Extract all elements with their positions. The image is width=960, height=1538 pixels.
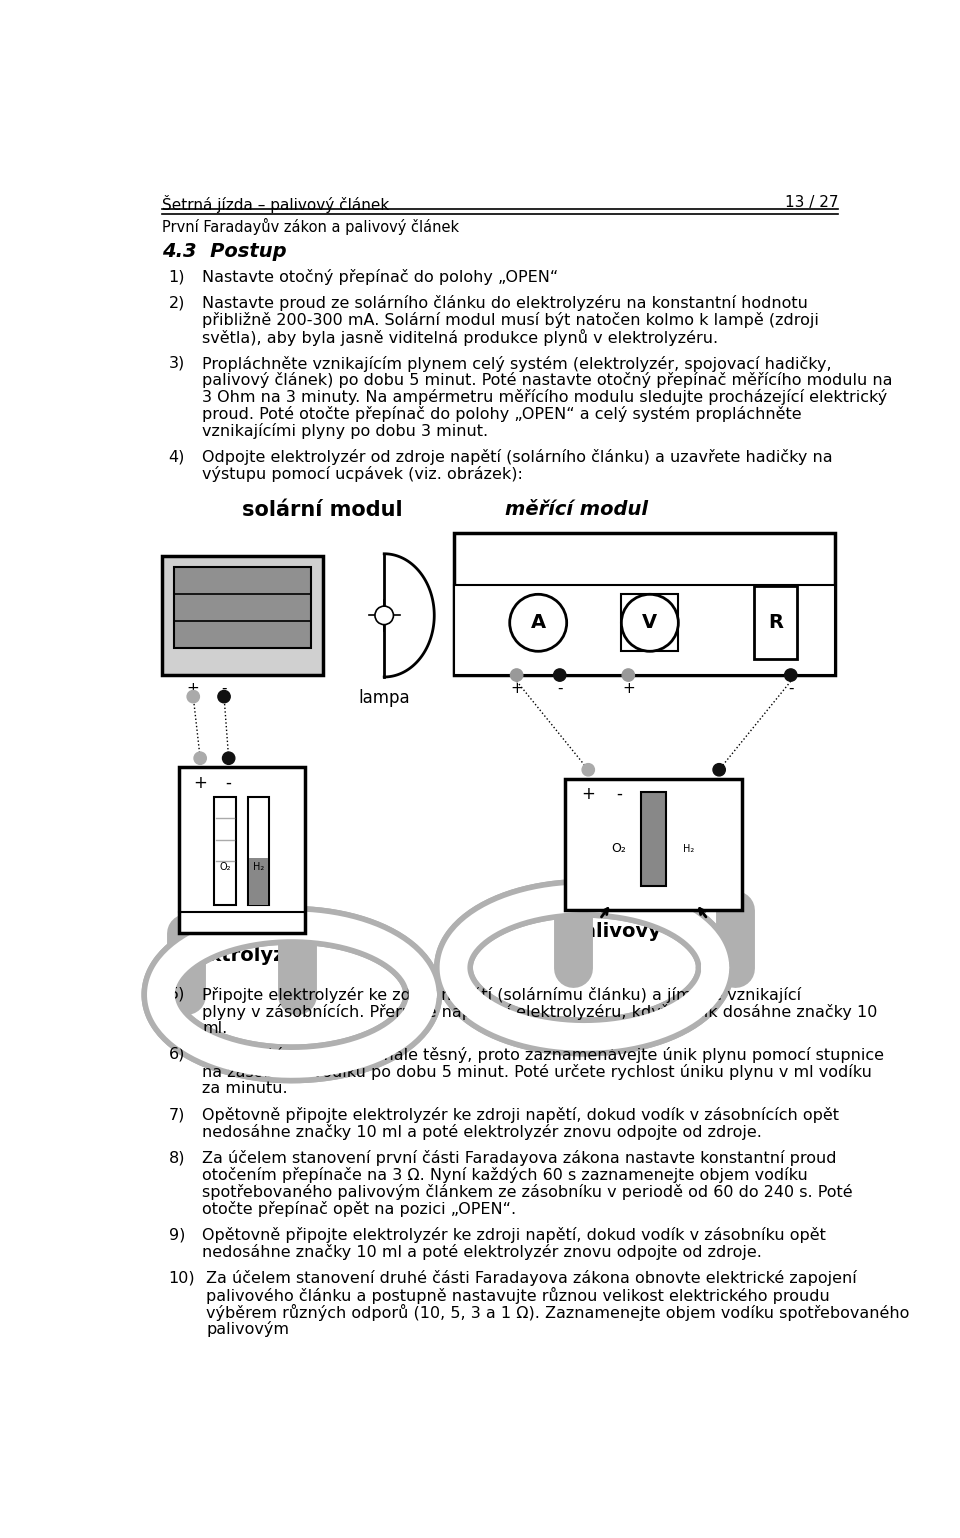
Text: otočte přepínač opět na pozici „OPEN“.: otočte přepínač opět na pozici „OPEN“. [203,1201,516,1217]
Text: O₂: O₂ [612,843,627,855]
Circle shape [713,763,726,775]
Text: H₂: H₂ [683,844,694,854]
Text: světla), aby byla jasně viditelná produkce plynů v elektrolyzéru.: světla), aby byla jasně viditelná produk… [203,329,719,346]
Text: nedosáhne značky 10 ml a poté elektrolyzér znovu odpojte od zdroje.: nedosáhne značky 10 ml a poté elektrolyz… [203,1244,762,1260]
Circle shape [554,669,565,681]
Circle shape [582,763,594,775]
Circle shape [622,669,635,681]
Text: spotřebovaného palivovým článkem ze zásobníku v periodě od 60 do 240 s. Poté: spotřebovaného palivovým článkem ze záso… [203,1184,853,1200]
FancyBboxPatch shape [641,792,666,886]
Circle shape [187,691,200,703]
Text: palivovým: palivovým [206,1321,289,1337]
Text: První Faradayův zákon a palivový článek: První Faradayův zákon a palivový článek [162,218,460,235]
Text: R: R [768,614,782,632]
Text: A: A [531,614,546,632]
FancyBboxPatch shape [214,797,235,904]
Text: přibližně 200-300 mA. Solární modul musí být natočen kolmo k lampě (zdroji: přibližně 200-300 mA. Solární modul musí… [203,312,819,329]
Text: -: - [226,774,231,792]
Text: Opětovně připojte elektrolyzér ke zdroji napětí, dokud vodík v zásobnících opět: Opětovně připojte elektrolyzér ke zdroji… [203,1107,839,1123]
Text: 5): 5) [169,987,185,1001]
Text: palivový článek: palivový článek [568,921,739,941]
Text: solární modul: solární modul [242,500,402,520]
Text: na zásobníku vodíku po dobu 5 minut. Poté určete rychlost úniku plynu v ml vodík: na zásobníku vodíku po dobu 5 minut. Pot… [203,1064,873,1080]
Text: +: + [511,681,523,697]
Text: H₂: H₂ [253,861,264,872]
Text: -: - [788,681,794,697]
Text: proud. Poté otočte přepínač do polohy „OPEN“ a celý systém propláchněte: proud. Poté otočte přepínač do polohy „O… [203,406,803,423]
Text: Odpojte elektrolyzér od zdroje napětí (solárního článku) a uzavřete hadičky na: Odpojte elektrolyzér od zdroje napětí (s… [203,449,833,466]
Text: +: + [187,681,200,697]
Text: +: + [582,786,595,803]
Circle shape [784,669,797,681]
Text: -: - [557,681,563,697]
FancyBboxPatch shape [174,568,311,647]
Text: 3 Ohm na 3 minuty. Na ampérmetru měřícího modulu sledujte procházející elektrick: 3 Ohm na 3 minuty. Na ampérmetru měřícíh… [203,389,888,406]
Text: palivového článku a postupně nastavujte různou velikost elektrického proudu: palivového článku a postupně nastavujte … [206,1287,830,1304]
Text: otočením přepínače na 3 Ω. Nyní každých 60 s zaznamenejte objem vodíku: otočením přepínače na 3 Ω. Nyní každých … [203,1167,808,1183]
Text: ml.: ml. [203,1021,228,1035]
Text: 8): 8) [169,1150,185,1166]
FancyBboxPatch shape [565,780,742,910]
Text: Za účelem stanovení druhé části Faradayova zákona obnovte elektrické zapojení: Za účelem stanovení druhé části Faradayo… [206,1270,857,1286]
Text: nedosáhne značky 10 ml a poté elektrolyzér znovu odpojte od zdroje.: nedosáhne značky 10 ml a poté elektrolyz… [203,1124,762,1140]
Text: za minutu.: za minutu. [203,1081,288,1097]
Text: měřící modul: měřící modul [505,500,648,520]
Text: výběrem různých odporů (10, 5, 3 a 1 Ω). Zaznamenejte objem vodíku spotřebovanéh: výběrem různých odporů (10, 5, 3 a 1 Ω).… [206,1304,910,1321]
Text: 6): 6) [169,1047,185,1061]
Text: výstupu pomocí ucpávek (viz. obrázek):: výstupu pomocí ucpávek (viz. obrázek): [203,466,523,483]
Circle shape [511,669,523,681]
Text: 3): 3) [169,355,185,371]
Text: Nastavte otočný přepínač do polohy „OPEN“: Nastavte otočný přepínač do polohy „OPEN… [203,269,559,285]
Text: 4.3  Postup: 4.3 Postup [162,243,287,261]
FancyBboxPatch shape [248,797,270,904]
Text: Propláchněte vznikajícím plynem celý systém (elektrolyzér, spojovací hadičky,: Propláchněte vznikajícím plynem celý sys… [203,355,832,372]
FancyBboxPatch shape [250,858,268,904]
FancyBboxPatch shape [453,532,834,675]
Text: -: - [222,681,227,697]
Circle shape [194,752,206,764]
Text: 1): 1) [169,269,185,285]
Circle shape [375,606,394,624]
Text: O₂: O₂ [219,861,230,872]
Text: Celý systém není dokonale těsný, proto zaznamenávejte únik plynu pomocí stupnice: Celý systém není dokonale těsný, proto z… [203,1047,884,1063]
Circle shape [223,752,235,764]
FancyBboxPatch shape [162,555,323,675]
Text: 2): 2) [169,295,185,311]
Text: +: + [193,774,207,792]
FancyBboxPatch shape [179,767,305,934]
Text: 7): 7) [169,1107,185,1123]
Text: Připojte elektrolyzér ke zdroji napětí (solárnímu článku) a jímejte vznikající: Připojte elektrolyzér ke zdroji napětí (… [203,987,802,1003]
Text: lampa: lampa [358,689,410,706]
Text: Šetrná jízda – palivový článek: Šetrná jízda – palivový článek [162,195,390,214]
Circle shape [510,594,566,651]
FancyBboxPatch shape [453,584,834,675]
Text: plyny v zásobnících. Přerušte napájení elektrolyzéru, když vodík dosáhne značky : plyny v zásobnících. Přerušte napájení e… [203,1004,877,1020]
Text: V: V [642,614,658,632]
FancyBboxPatch shape [755,586,797,660]
Text: -: - [616,786,622,803]
Text: 9): 9) [169,1227,185,1243]
Text: Nastavte proud ze solárního článku do elektrolyzéru na konstantní hodnotu: Nastavte proud ze solárního článku do el… [203,295,808,311]
Text: palivový článek) po dobu 5 minut. Poté nastavte otočný přepínač měřícího modulu : palivový článek) po dobu 5 minut. Poté n… [203,372,893,389]
Text: +: + [622,681,635,697]
Circle shape [218,691,230,703]
Text: elektrolyzér: elektrolyzér [176,944,308,964]
Text: vznikajícími plyny po dobu 3 minut.: vznikajícími plyny po dobu 3 minut. [203,423,489,440]
FancyBboxPatch shape [621,594,679,651]
Circle shape [621,594,679,651]
Text: 4): 4) [169,449,185,464]
Text: Opětovně připojte elektrolyzér ke zdroji napětí, dokud vodík v zásobníku opět: Opětovně připojte elektrolyzér ke zdroji… [203,1227,827,1243]
Text: 10): 10) [169,1270,195,1286]
Text: Za účelem stanovení první části Faradayova zákona nastavte konstantní proud: Za účelem stanovení první části Faradayo… [203,1150,837,1166]
Text: 13 / 27: 13 / 27 [785,195,838,211]
